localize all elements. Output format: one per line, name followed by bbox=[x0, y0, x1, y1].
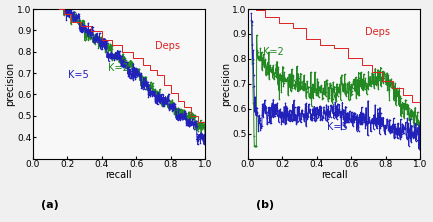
Text: Deps: Deps bbox=[155, 41, 180, 51]
Text: Deps: Deps bbox=[365, 27, 390, 37]
Text: K=5: K=5 bbox=[327, 122, 348, 132]
Text: K=2: K=2 bbox=[263, 47, 284, 57]
Text: K=2: K=2 bbox=[108, 63, 129, 73]
Text: (a): (a) bbox=[41, 200, 59, 210]
Text: K=5: K=5 bbox=[68, 70, 89, 81]
Y-axis label: precision: precision bbox=[6, 62, 16, 106]
Text: (b): (b) bbox=[256, 200, 275, 210]
X-axis label: recall: recall bbox=[321, 170, 347, 180]
Y-axis label: precision: precision bbox=[221, 62, 231, 106]
X-axis label: recall: recall bbox=[106, 170, 132, 180]
